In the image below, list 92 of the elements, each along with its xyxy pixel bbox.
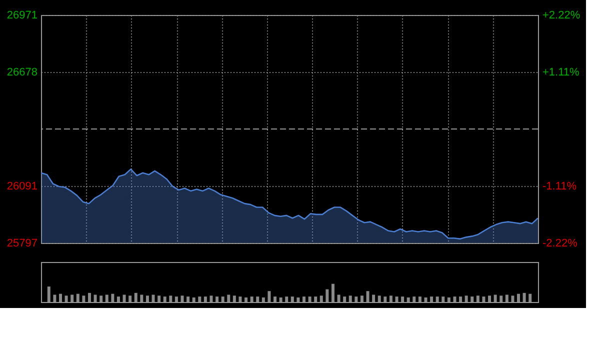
y2-tick-label: -1.11% xyxy=(542,180,577,192)
bar xyxy=(158,296,161,302)
bar xyxy=(436,296,439,302)
bar xyxy=(70,294,74,302)
bar xyxy=(88,292,91,302)
bar xyxy=(464,296,468,302)
bar xyxy=(58,294,62,302)
bar xyxy=(447,297,450,302)
bar xyxy=(64,296,68,302)
bar xyxy=(511,296,514,302)
bar xyxy=(76,294,80,302)
bar xyxy=(238,296,242,302)
bar xyxy=(302,296,306,302)
bar xyxy=(348,296,352,302)
bar xyxy=(82,296,86,302)
bar xyxy=(522,292,526,302)
bar xyxy=(476,296,480,302)
bar xyxy=(140,294,144,302)
bar xyxy=(326,289,329,302)
bar xyxy=(216,296,219,302)
bar xyxy=(337,294,340,302)
bar xyxy=(152,294,155,302)
y2-tick-label: +1.11% xyxy=(542,66,580,78)
bar xyxy=(94,294,97,302)
bar xyxy=(134,292,138,302)
bar xyxy=(505,294,508,302)
bar xyxy=(366,291,370,302)
bar xyxy=(424,297,428,302)
bar xyxy=(500,296,503,302)
bar xyxy=(186,296,190,302)
bar xyxy=(100,296,103,302)
bar xyxy=(401,296,404,302)
bar xyxy=(105,294,108,302)
bar xyxy=(146,296,149,302)
bar xyxy=(430,296,434,302)
bar xyxy=(279,297,282,302)
bar xyxy=(221,296,224,302)
bar xyxy=(308,296,312,302)
bar xyxy=(204,296,207,302)
y-tick-label: 25797 xyxy=(6,238,38,250)
bar xyxy=(517,294,520,302)
bar xyxy=(274,296,277,302)
bar xyxy=(116,296,120,302)
bar xyxy=(343,296,346,302)
bar xyxy=(528,294,532,302)
bar xyxy=(320,296,323,302)
bar xyxy=(210,296,213,302)
bar xyxy=(453,296,456,302)
y2-tick-label: +2.22% xyxy=(542,10,580,22)
bar xyxy=(227,294,230,302)
bar xyxy=(314,296,318,302)
bar xyxy=(378,296,381,302)
bar xyxy=(494,294,497,302)
y-tick-label: 26091 xyxy=(6,180,38,192)
bar xyxy=(174,296,178,302)
bar xyxy=(285,296,288,302)
bar xyxy=(442,296,445,302)
y2-tick-label: -2.22% xyxy=(542,238,578,250)
bar xyxy=(180,296,184,302)
bar xyxy=(47,286,50,302)
bar xyxy=(418,296,422,302)
bar xyxy=(412,296,416,302)
bar xyxy=(459,296,462,302)
bar xyxy=(192,297,196,302)
bar xyxy=(111,294,114,302)
bar xyxy=(360,296,364,302)
bar xyxy=(331,284,334,302)
y-tick-label: 26678 xyxy=(6,66,38,78)
bar xyxy=(389,296,392,302)
bar xyxy=(250,296,254,302)
bar xyxy=(128,296,132,302)
bar xyxy=(53,294,56,302)
bar xyxy=(395,296,398,302)
bar xyxy=(372,294,376,302)
bar xyxy=(384,296,387,302)
y-tick-label: 26971 xyxy=(6,10,38,22)
bar xyxy=(488,296,492,302)
bar xyxy=(122,294,126,302)
bar xyxy=(354,296,358,302)
bar xyxy=(256,296,260,302)
bar xyxy=(482,296,486,302)
bar xyxy=(262,297,265,302)
bar xyxy=(232,296,236,302)
bar xyxy=(169,296,172,302)
bar xyxy=(268,291,271,302)
bar xyxy=(290,296,294,302)
bar xyxy=(406,297,410,302)
bar xyxy=(470,296,474,302)
bar xyxy=(198,296,202,302)
bar xyxy=(296,297,300,302)
bar xyxy=(163,296,166,302)
bar xyxy=(244,297,248,302)
